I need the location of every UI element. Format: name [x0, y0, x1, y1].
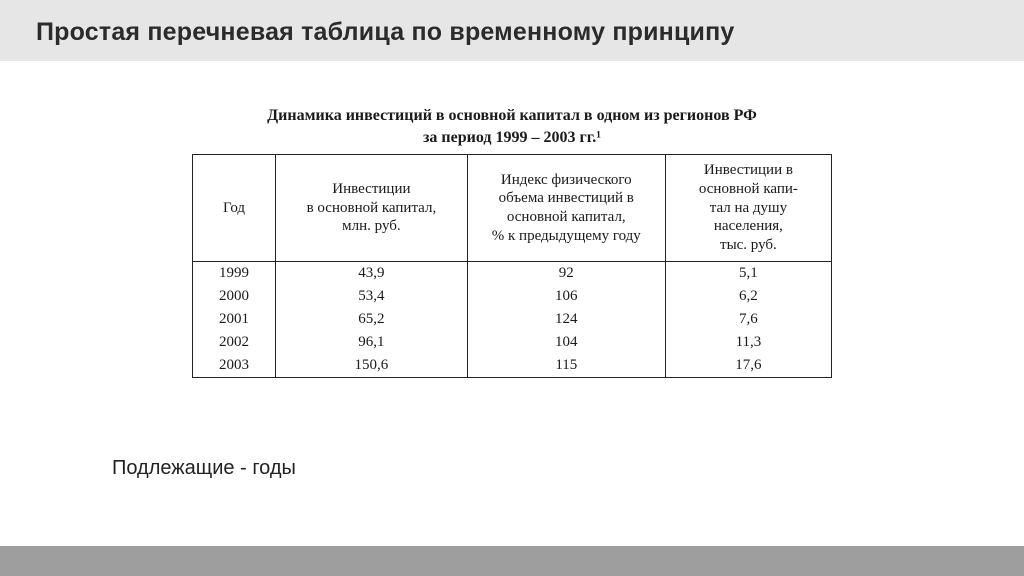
cell-year: 2001	[193, 308, 276, 331]
cell-invest: 43,9	[276, 261, 468, 285]
slide: Простая перечневая таблица по временному…	[0, 0, 1024, 576]
cell-percap: 11,3	[665, 331, 831, 354]
table-body: 1999 43,9 92 5,1 2000 53,4 106 6,2 2001 …	[193, 261, 832, 377]
col-header-year: Год	[193, 155, 276, 262]
data-table: Год Инвестициив основной капитал,млн. ру…	[192, 154, 832, 378]
cell-year: 2003	[193, 354, 276, 378]
cell-percap: 5,1	[665, 261, 831, 285]
col-header-index: Индекс физическогообъема инвестиций восн…	[467, 155, 665, 262]
col-header-percap: Инвестиции восновной капи-тал на душунас…	[665, 155, 831, 262]
table-row: 2001 65,2 124 7,6	[193, 308, 832, 331]
table-container: Динамика инвестиций в основной капитал в…	[192, 105, 832, 378]
cell-invest: 65,2	[276, 308, 468, 331]
cell-percap: 7,6	[665, 308, 831, 331]
cell-index: 124	[467, 308, 665, 331]
caption-line-1: Динамика инвестиций в основной капитал в…	[267, 107, 757, 124]
slide-title: Простая перечневая таблица по временному…	[36, 18, 988, 47]
cell-invest: 150,6	[276, 354, 468, 378]
col-header-invest: Инвестициив основной капитал,млн. руб.	[276, 155, 468, 262]
cell-invest: 96,1	[276, 331, 468, 354]
slide-footnote: Подлежащие - годы	[112, 457, 296, 480]
bottom-bar	[0, 546, 1024, 576]
cell-index: 106	[467, 285, 665, 308]
table-row: 1999 43,9 92 5,1	[193, 261, 832, 285]
cell-percap: 17,6	[665, 354, 831, 378]
caption-line-2: за период 1999 – 2003 гг.¹	[423, 129, 601, 146]
title-band: Простая перечневая таблица по временному…	[0, 0, 1024, 61]
cell-percap: 6,2	[665, 285, 831, 308]
cell-year: 2000	[193, 285, 276, 308]
table-row: 2002 96,1 104 11,3	[193, 331, 832, 354]
cell-index: 104	[467, 331, 665, 354]
cell-invest: 53,4	[276, 285, 468, 308]
cell-index: 115	[467, 354, 665, 378]
table-caption: Динамика инвестиций в основной капитал в…	[192, 105, 832, 148]
header-row: Год Инвестициив основной капитал,млн. ру…	[193, 155, 832, 262]
table-row: 2003 150,6 115 17,6	[193, 354, 832, 378]
cell-year: 2002	[193, 331, 276, 354]
table-row: 2000 53,4 106 6,2	[193, 285, 832, 308]
cell-year: 1999	[193, 261, 276, 285]
cell-index: 92	[467, 261, 665, 285]
